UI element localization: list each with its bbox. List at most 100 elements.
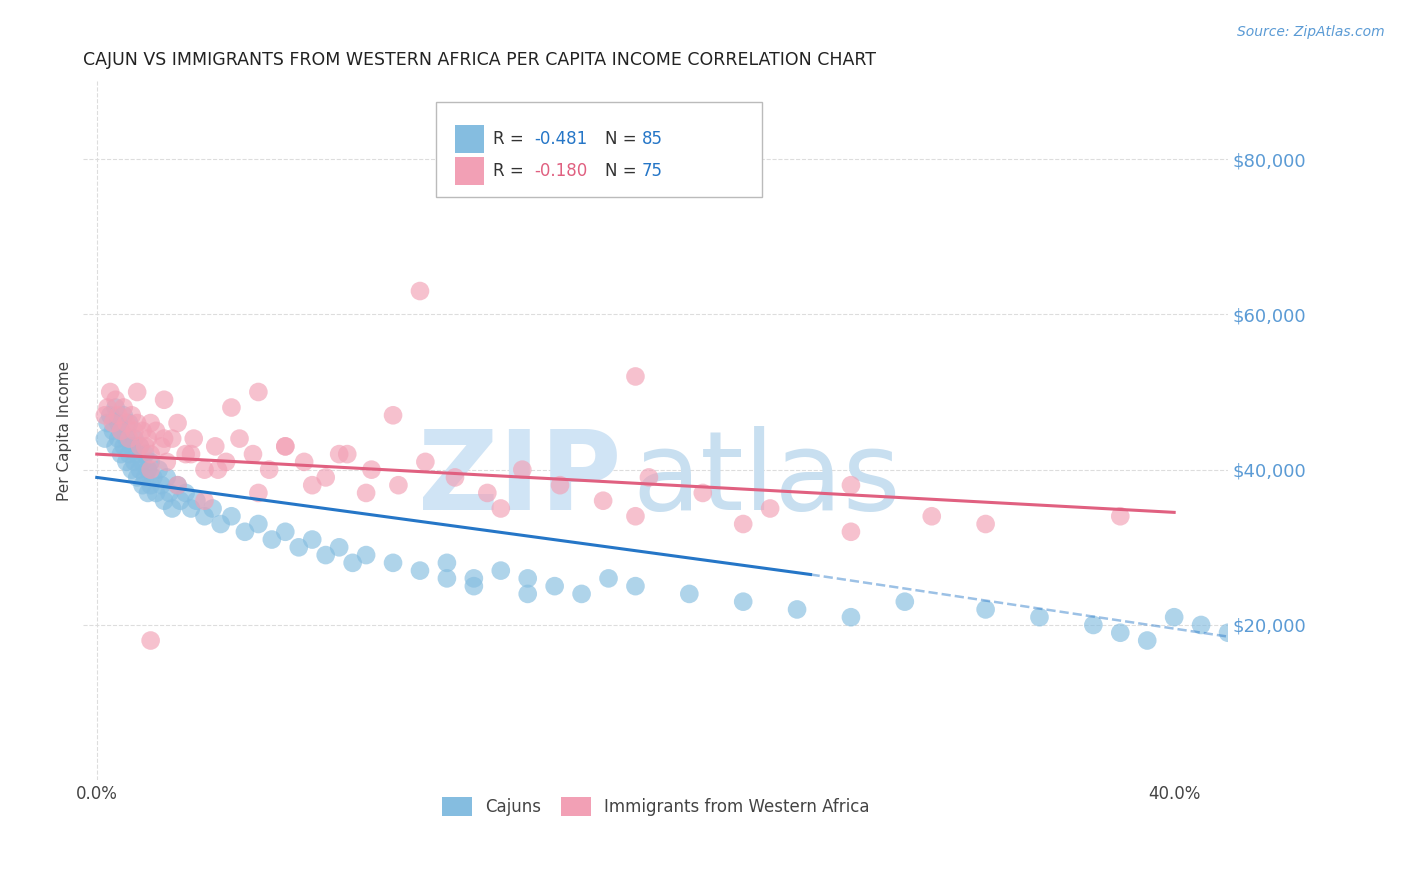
Point — [301, 478, 323, 492]
Point — [121, 409, 143, 423]
Point — [169, 493, 191, 508]
Point — [94, 409, 117, 423]
Point — [733, 516, 755, 531]
Point — [1189, 618, 1212, 632]
Point — [839, 610, 862, 624]
Point — [209, 516, 232, 531]
Point — [786, 602, 808, 616]
Point — [489, 501, 512, 516]
Text: N =: N = — [606, 161, 643, 180]
FancyBboxPatch shape — [456, 157, 484, 185]
Point — [354, 486, 377, 500]
Point — [1163, 610, 1185, 624]
Point — [839, 478, 862, 492]
Point — [215, 455, 238, 469]
Point — [150, 478, 173, 492]
Point — [115, 455, 138, 469]
Point — [156, 455, 179, 469]
Point — [104, 439, 127, 453]
Point — [382, 556, 405, 570]
Point — [759, 501, 782, 516]
Point — [274, 439, 297, 453]
Text: Source: ZipAtlas.com: Source: ZipAtlas.com — [1237, 25, 1385, 39]
Point — [624, 509, 647, 524]
Point — [153, 392, 176, 407]
Point — [136, 463, 159, 477]
Point — [166, 416, 188, 430]
Point — [98, 384, 121, 399]
Point — [112, 401, 135, 415]
Point — [118, 432, 141, 446]
Point — [166, 478, 188, 492]
Point — [166, 478, 188, 492]
Point — [160, 501, 183, 516]
Point — [592, 493, 614, 508]
Point — [543, 579, 565, 593]
Point — [107, 409, 129, 423]
Text: ZIP: ZIP — [418, 426, 621, 533]
Point — [104, 392, 127, 407]
Point — [112, 439, 135, 453]
Point — [193, 493, 215, 508]
Point — [516, 587, 538, 601]
Point — [136, 486, 159, 500]
Point — [257, 463, 280, 477]
Point — [127, 470, 149, 484]
Point — [193, 509, 215, 524]
Point — [292, 455, 315, 469]
Text: 85: 85 — [643, 129, 662, 148]
Point — [242, 447, 264, 461]
Point — [134, 470, 156, 484]
Point — [180, 447, 202, 461]
Point — [110, 424, 132, 438]
Point — [274, 524, 297, 539]
FancyBboxPatch shape — [456, 125, 484, 153]
Point — [124, 432, 146, 446]
FancyBboxPatch shape — [436, 103, 762, 196]
Point — [921, 509, 943, 524]
Point — [139, 455, 162, 469]
Point — [382, 409, 405, 423]
Point — [112, 409, 135, 423]
Point — [624, 369, 647, 384]
Point — [436, 556, 458, 570]
Point — [148, 463, 170, 477]
Point — [124, 424, 146, 438]
Point — [127, 447, 149, 461]
Point — [974, 516, 997, 531]
Point — [247, 516, 270, 531]
Point — [548, 478, 571, 492]
Point — [94, 432, 117, 446]
Point — [463, 579, 485, 593]
Point — [360, 463, 382, 477]
Point — [127, 384, 149, 399]
Point — [118, 416, 141, 430]
Point — [342, 556, 364, 570]
Point — [436, 571, 458, 585]
Point — [328, 541, 350, 555]
Text: -0.180: -0.180 — [534, 161, 588, 180]
Point — [150, 439, 173, 453]
Legend: Cajuns, Immigrants from Western Africa: Cajuns, Immigrants from Western Africa — [433, 789, 879, 824]
Point — [139, 478, 162, 492]
Point — [193, 463, 215, 477]
Point — [839, 524, 862, 539]
Point — [571, 587, 593, 601]
Text: R =: R = — [494, 161, 529, 180]
Point — [463, 571, 485, 585]
Point — [315, 548, 337, 562]
Point — [153, 493, 176, 508]
Point — [489, 564, 512, 578]
Text: R =: R = — [494, 129, 529, 148]
Point — [174, 447, 197, 461]
Point — [692, 486, 714, 500]
Point — [186, 493, 208, 508]
Point — [409, 564, 432, 578]
Point — [128, 439, 150, 453]
Point — [174, 486, 197, 500]
Point — [131, 478, 153, 492]
Point — [1109, 509, 1132, 524]
Point — [678, 587, 700, 601]
Point — [183, 432, 205, 446]
Point — [638, 470, 661, 484]
